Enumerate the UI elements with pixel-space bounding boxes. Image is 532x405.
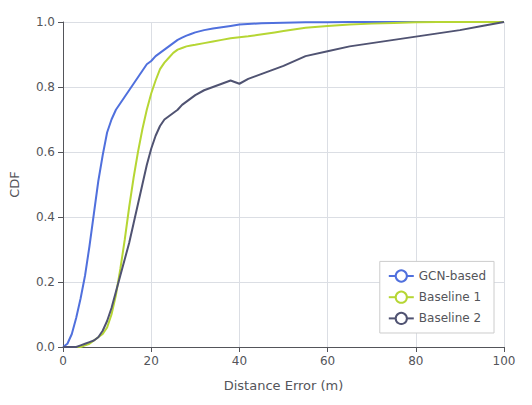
svg-text:Baseline 1: Baseline 1 xyxy=(419,290,481,304)
svg-text:0.0: 0.0 xyxy=(36,340,55,354)
svg-text:80: 80 xyxy=(408,354,423,368)
svg-text:40: 40 xyxy=(232,354,247,368)
svg-text:0: 0 xyxy=(59,354,67,368)
svg-text:0.8: 0.8 xyxy=(36,80,55,94)
svg-text:1.0: 1.0 xyxy=(36,15,55,29)
svg-text:GCN-based: GCN-based xyxy=(419,269,486,283)
svg-text:Baseline 2: Baseline 2 xyxy=(419,311,481,325)
svg-text:0.6: 0.6 xyxy=(36,145,55,159)
svg-text:0.4: 0.4 xyxy=(36,210,55,224)
svg-text:60: 60 xyxy=(320,354,335,368)
svg-text:100: 100 xyxy=(493,354,516,368)
svg-text:0.2: 0.2 xyxy=(36,275,55,289)
svg-text:Distance Error (m): Distance Error (m) xyxy=(224,378,344,393)
svg-text:20: 20 xyxy=(144,354,159,368)
svg-text:CDF: CDF xyxy=(7,171,22,198)
